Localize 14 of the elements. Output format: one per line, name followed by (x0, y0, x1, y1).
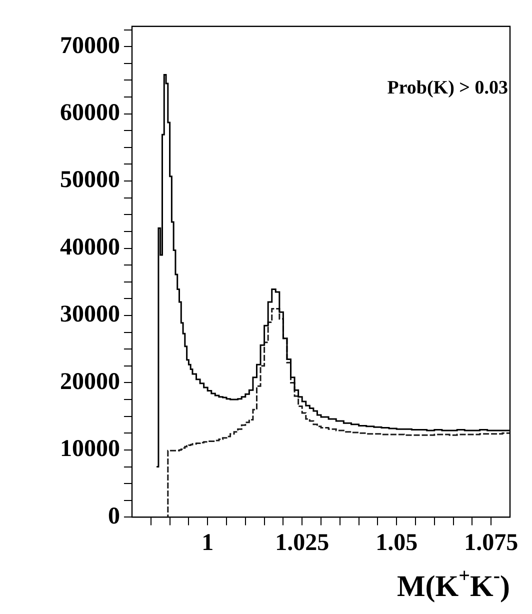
y-tick-label: 70000 (60, 32, 120, 59)
annotation: Prob(K) > 0.03 (387, 77, 508, 98)
y-tick-label: 50000 (60, 167, 120, 194)
y-tick-label: 40000 (60, 234, 120, 260)
y-tick-label: 60000 (60, 100, 120, 126)
y-tick-label: 10000 (60, 436, 120, 462)
x-axis-title: M(K+K-) (396, 565, 510, 603)
x-tick-label: 1.05 (376, 530, 418, 556)
x-tick-label: 1.025 (275, 530, 330, 556)
x-tick-label: 1 (202, 530, 214, 556)
y-tick-label: 20000 (60, 368, 120, 395)
x-tick-label: 1.075 (464, 530, 518, 556)
y-tick-label: 0 (108, 503, 120, 530)
y-tick-label: 30000 (60, 302, 120, 328)
